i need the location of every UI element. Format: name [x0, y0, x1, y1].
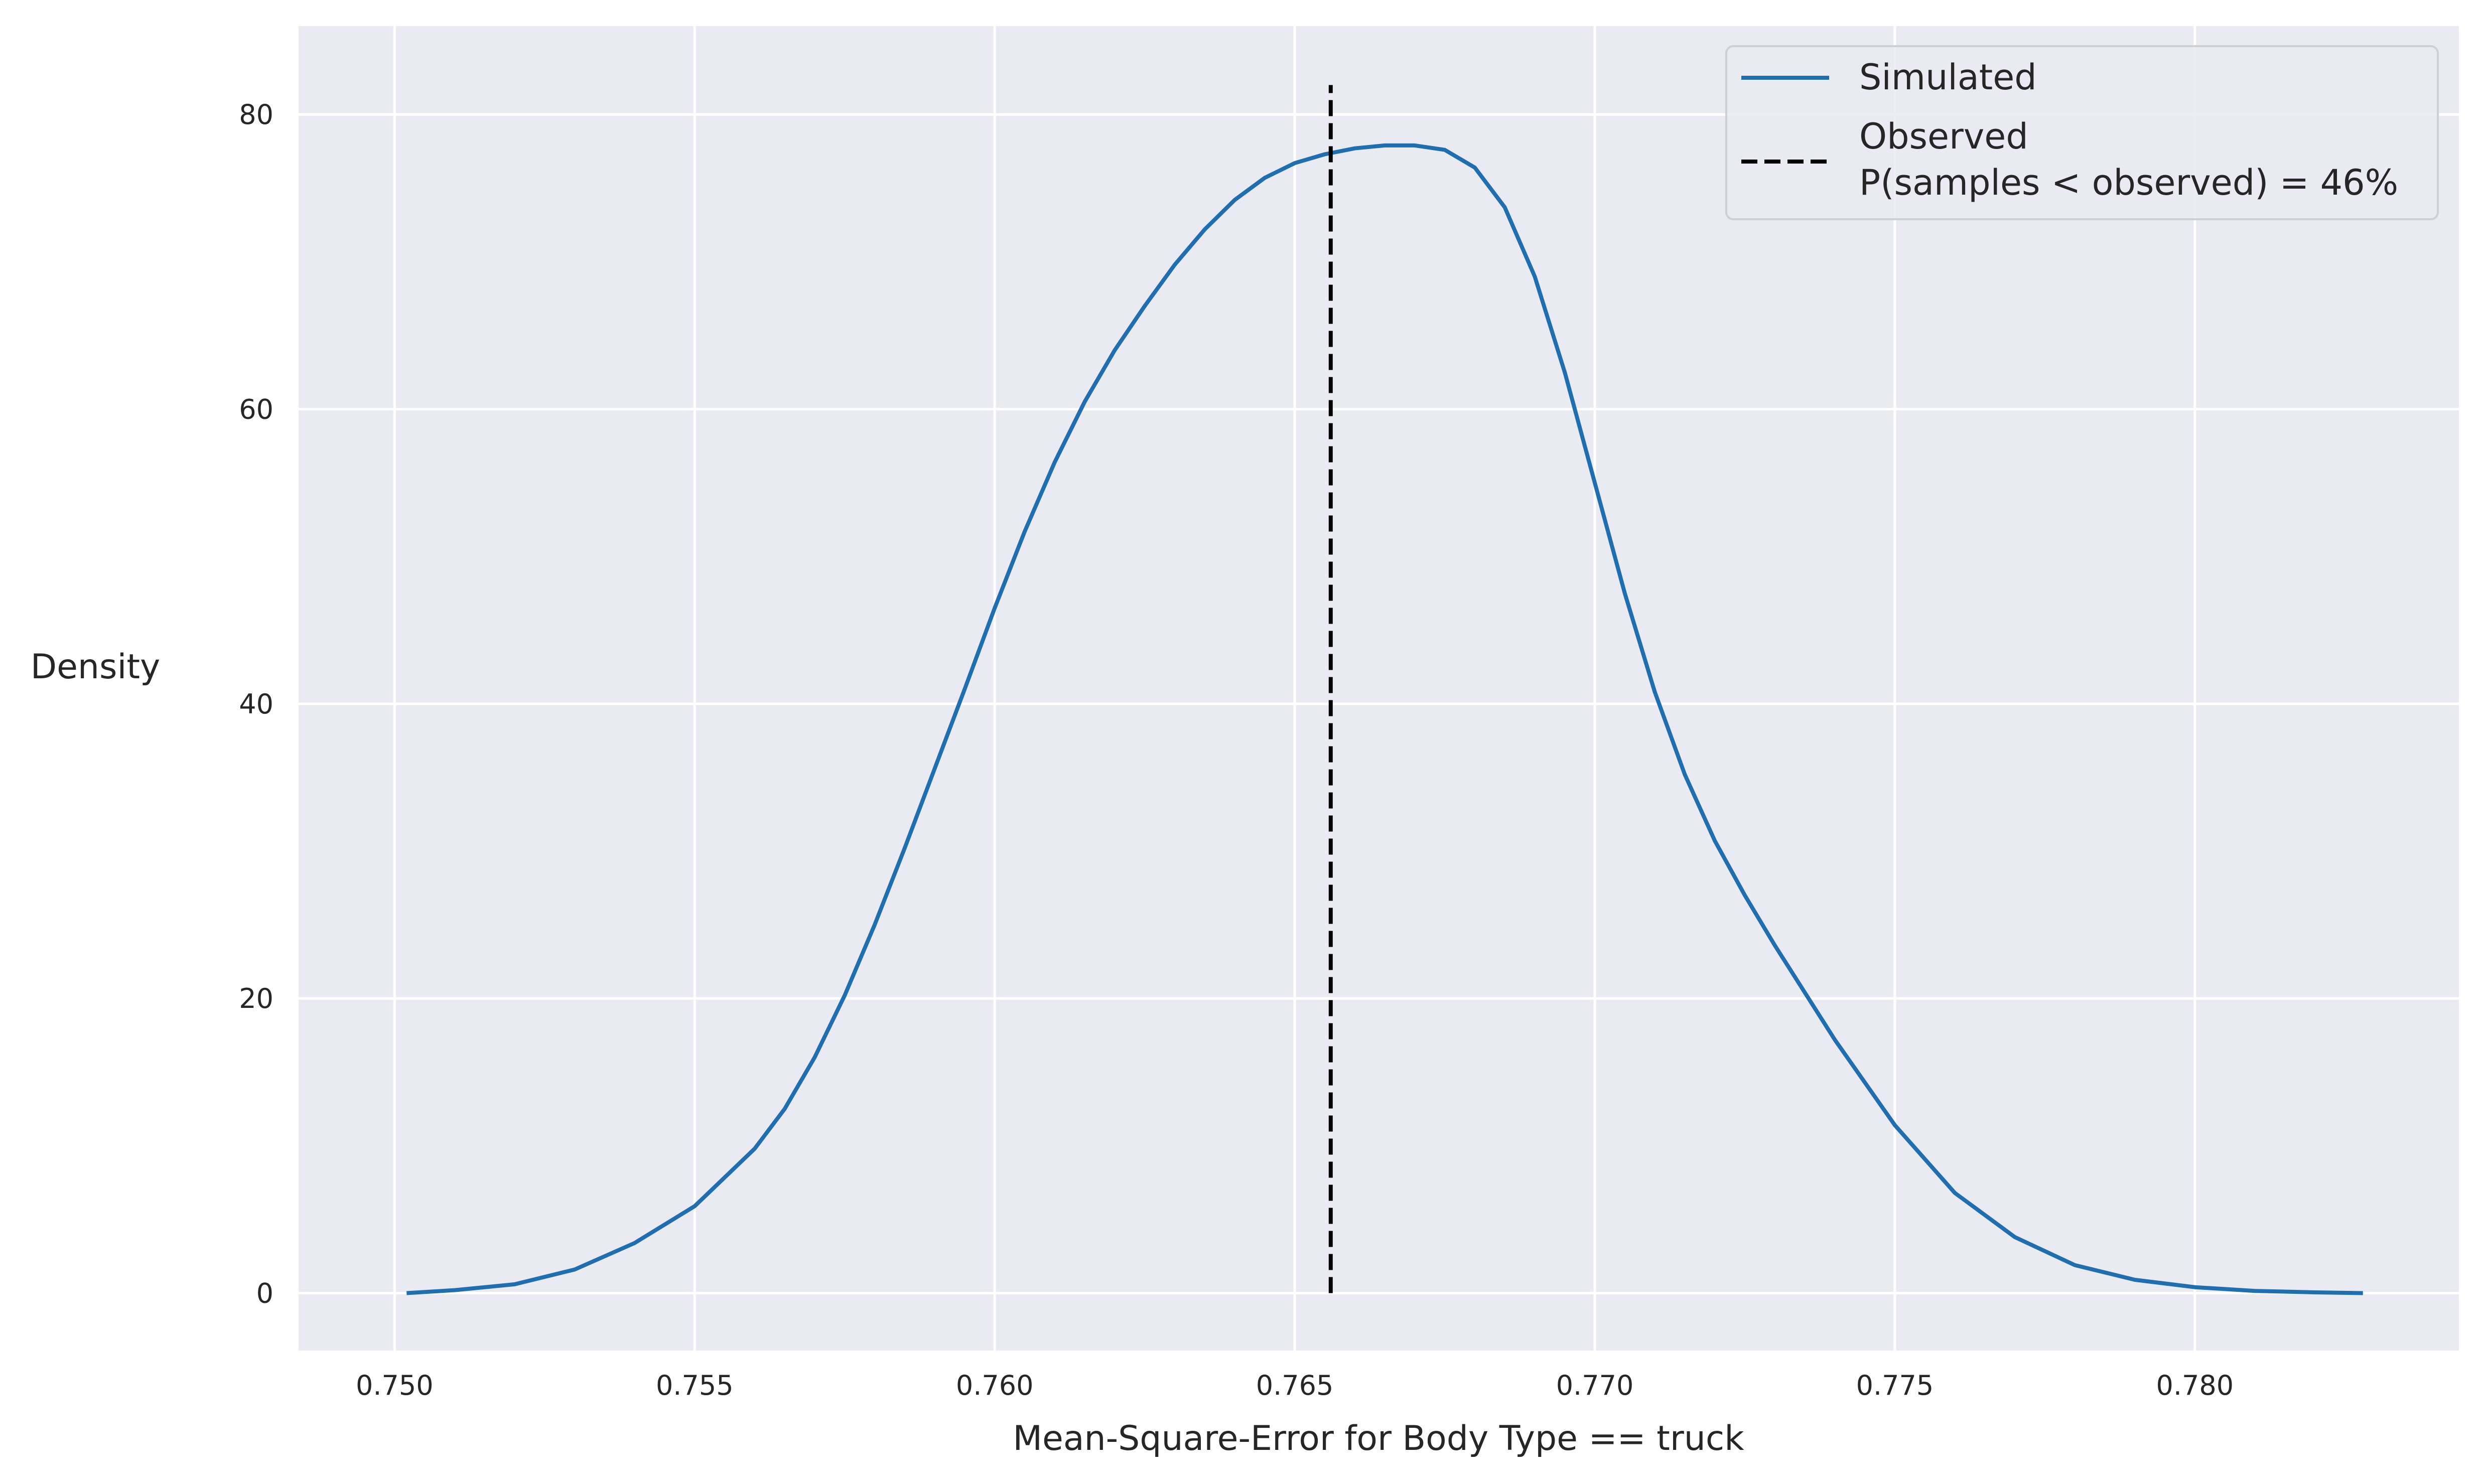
x-tick-label: 0.775	[1856, 1370, 1934, 1401]
x-tick-label: 0.765	[1256, 1370, 1334, 1401]
legend-box	[1725, 45, 2439, 220]
x-tick-label: 0.750	[356, 1370, 434, 1401]
x-tick-label: 0.760	[956, 1370, 1034, 1401]
series-layer	[406, 85, 2363, 1295]
plot-area	[299, 26, 2459, 1351]
x-tick-labels: 0.750 0.755 0.760 0.765 0.770 0.775 0.780	[356, 1370, 2234, 1401]
grid	[299, 26, 2459, 1351]
legend-label-observed-line1: Observed	[1859, 116, 2028, 157]
y-tick-label: 60	[239, 394, 273, 425]
legend-label-observed-line2: P(samples < observed) = 46%	[1859, 162, 2398, 203]
x-axis-label: Mean-Square-Error for Body Type == truck	[1013, 1419, 1744, 1458]
y-axis-label: Density	[31, 647, 161, 687]
y-tick-labels: 0 20 40 60 80	[239, 99, 273, 1309]
legend-label-simulated: Simulated	[1859, 57, 2037, 98]
simulated-density-line	[406, 143, 2363, 1295]
x-tick-label: 0.755	[656, 1370, 734, 1401]
x-tick-label: 0.780	[2156, 1370, 2234, 1401]
x-tick-label: 0.770	[1556, 1370, 1634, 1401]
y-tick-label: 0	[256, 1277, 273, 1309]
legend: Simulated Observed P(samples < observed)…	[1725, 45, 2439, 220]
y-tick-label: 80	[239, 99, 273, 130]
y-tick-label: 20	[239, 983, 273, 1014]
y-tick-label: 40	[239, 688, 273, 720]
